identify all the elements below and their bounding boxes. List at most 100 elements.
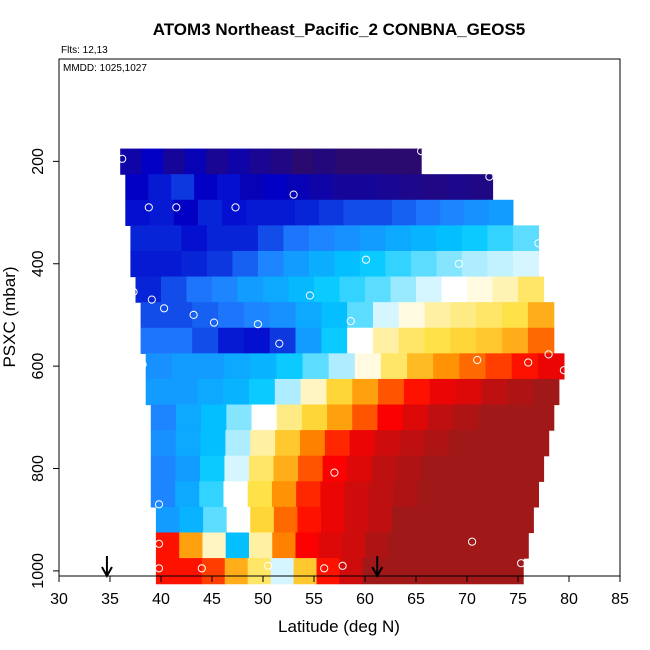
x-tick-label: 55	[305, 591, 323, 608]
heatmap-cell	[302, 353, 330, 380]
observation-point	[197, 564, 206, 573]
heatmap-cell	[335, 148, 358, 175]
heatmap-cell	[436, 250, 463, 278]
heatmap-cell	[385, 225, 412, 252]
heatmap-cell	[250, 430, 276, 457]
heatmap-cell	[417, 481, 443, 508]
heatmap-cell	[192, 327, 219, 354]
heatmap-cell	[224, 558, 249, 585]
heatmap-cell	[125, 174, 149, 201]
heatmap-cell	[344, 506, 369, 534]
heatmap-cell	[385, 250, 412, 278]
heatmap-cell	[125, 199, 151, 226]
heatmap-cell	[197, 199, 223, 226]
heatmap-cell	[295, 532, 320, 559]
heatmap-cell	[296, 481, 321, 508]
heatmap-cell	[476, 327, 503, 354]
heatmap-cell	[257, 250, 284, 278]
heatmap-cell	[148, 174, 172, 201]
heatmap-cell	[150, 430, 177, 457]
heatmap-cell	[150, 455, 176, 482]
heatmap-cell	[249, 148, 272, 175]
heatmap-cell	[424, 302, 452, 329]
heatmap-cell	[283, 225, 310, 252]
heatmap-cell	[276, 353, 304, 380]
observation-point	[154, 500, 164, 509]
heatmap-cell	[292, 148, 315, 175]
heatmap-cell	[130, 250, 157, 278]
heatmap-cell	[271, 481, 297, 508]
x-tick-label: 80	[560, 591, 578, 608]
heatmap-cell	[293, 558, 318, 585]
heatmap-cell	[464, 199, 490, 226]
heatmap-cell	[347, 302, 374, 329]
heatmap-cell	[527, 302, 555, 329]
heatmap-cell	[481, 378, 508, 406]
heatmap-cell	[454, 558, 478, 585]
heatmap-cell	[248, 532, 273, 559]
heatmap-cell	[440, 199, 466, 226]
heatmap-cell	[420, 455, 446, 482]
heatmap-cell	[300, 378, 328, 406]
observation-point	[154, 539, 164, 548]
x-tick-label: 50	[254, 591, 272, 608]
heatmap-cell	[251, 404, 278, 431]
observation-point	[524, 358, 533, 367]
heatmap-cell	[313, 148, 336, 175]
heatmap-cell	[218, 302, 245, 329]
heatmap-cell	[503, 404, 530, 431]
heatmap-cell	[492, 276, 519, 303]
heatmap-cell	[161, 276, 188, 303]
heatmap-cell	[155, 250, 182, 278]
heatmap-cell	[308, 250, 335, 278]
heatmap-cell	[512, 250, 539, 278]
heatmap-cell	[416, 199, 441, 226]
observation-point	[289, 190, 298, 199]
heatmap-cell	[532, 378, 560, 406]
heatmap-cell	[155, 506, 181, 534]
heatmap-cell	[203, 506, 228, 534]
heatmap-cell	[285, 174, 310, 201]
heatmap-cell	[354, 353, 382, 380]
heatmap-cell	[225, 430, 251, 457]
heatmap-cell	[184, 148, 207, 175]
heatmap-cell	[527, 327, 555, 354]
heatmap-cell	[197, 378, 224, 406]
chart-title: ATOM3 Northeast_Pacific_2 CONBNA_GEOS5	[153, 20, 526, 39]
heatmap-cell	[294, 199, 320, 226]
heatmap-cell	[316, 558, 341, 585]
heatmap-cell	[378, 378, 405, 406]
heatmap-cell	[400, 174, 425, 201]
heatmap-cell	[263, 276, 290, 303]
heatmap-cell	[354, 174, 379, 201]
heatmap-cell	[377, 174, 402, 201]
observation-point	[454, 259, 463, 268]
heatmap-cell	[427, 404, 454, 431]
observation-point	[485, 172, 494, 181]
heatmap-cell	[223, 481, 249, 508]
observation-points	[118, 147, 569, 573]
heatmap-cell	[390, 276, 417, 303]
heatmap-cell	[476, 302, 503, 329]
heatmap-cell	[365, 532, 390, 559]
heatmap-cell	[458, 532, 483, 559]
heatmap-cell	[469, 455, 496, 482]
heatmap-cell	[283, 250, 310, 278]
heatmap-cell	[192, 302, 219, 329]
heatmap-cell	[385, 558, 409, 585]
heatmap-cell	[226, 404, 253, 431]
heatmap-cell	[237, 276, 264, 303]
observation-point	[468, 537, 477, 546]
heatmap-cell	[372, 302, 400, 329]
flights-annotation: Flts: 12,13	[61, 45, 108, 56]
heatmap-cell	[487, 225, 514, 252]
heatmap-cell	[450, 302, 477, 329]
observation-point	[189, 310, 198, 319]
heatmap-cell	[416, 276, 443, 303]
heatmap-cell	[486, 506, 511, 534]
heatmap-cell	[181, 225, 208, 252]
y-tick-label: 800	[30, 455, 47, 482]
heatmap-cell	[308, 225, 335, 252]
heatmap-cell	[155, 558, 180, 585]
heatmap-cell	[494, 455, 520, 482]
